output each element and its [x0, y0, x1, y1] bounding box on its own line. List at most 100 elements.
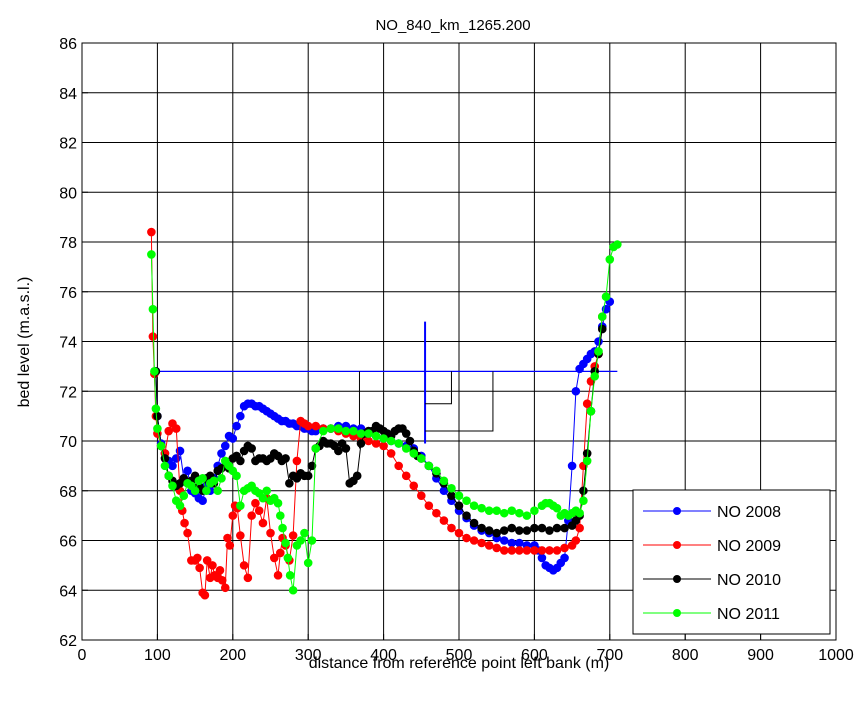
data-point [492, 528, 502, 538]
data-point [552, 523, 562, 533]
data-point [300, 528, 309, 538]
data-point [379, 441, 388, 451]
data-point [220, 583, 230, 593]
data-point [239, 561, 249, 570]
data-point [575, 508, 584, 518]
data-point [405, 436, 415, 446]
data-point [247, 511, 256, 520]
data-point [586, 406, 596, 416]
staff-line [425, 371, 452, 405]
data-point [454, 501, 464, 510]
data-point [499, 536, 509, 545]
data-point [530, 546, 539, 555]
data-point [303, 558, 313, 568]
data-point [195, 563, 204, 573]
data-point [160, 454, 170, 463]
data-point [153, 424, 162, 433]
data-point [597, 312, 607, 321]
y-tick-label: 68 [59, 484, 77, 501]
data-point [190, 486, 200, 496]
data-point [278, 523, 287, 533]
data-point [484, 541, 494, 550]
data-point [401, 444, 411, 453]
data-point [484, 506, 494, 515]
data-point [364, 436, 373, 446]
data-point [200, 590, 210, 600]
data-point [386, 436, 396, 446]
legend-box [632, 489, 831, 635]
chart-title: NO_840_km_1265.200 [375, 17, 530, 34]
data-point [151, 404, 161, 413]
data-point [202, 486, 211, 496]
x-tick-label: 900 [747, 647, 774, 664]
data-point [236, 501, 245, 510]
data-point [507, 506, 517, 515]
legend-label: NO 2008 [717, 504, 781, 521]
data-point [273, 571, 283, 580]
data-point [208, 561, 217, 570]
data-point [462, 533, 471, 543]
data-point [171, 454, 181, 463]
data-point [579, 486, 588, 496]
data-point [281, 538, 290, 548]
data-point [601, 292, 611, 302]
data-point [228, 511, 238, 520]
legend-marker [673, 609, 681, 617]
x-tick-label: 300 [295, 647, 322, 664]
data-point [217, 576, 227, 585]
data-point [356, 429, 366, 438]
y-tick-label: 74 [59, 335, 77, 352]
data-point [148, 332, 158, 341]
data-point [232, 471, 241, 481]
data-point [499, 546, 509, 555]
data-point [225, 541, 235, 550]
series-layer [147, 227, 622, 600]
data-point [454, 528, 464, 538]
data-point [522, 511, 532, 520]
data-point [183, 466, 192, 476]
data-point [180, 518, 189, 528]
x-axis-title: distance from reference point left bank … [309, 655, 610, 672]
data-point [202, 556, 212, 565]
data-point [236, 456, 245, 466]
x-tick-label: 600 [521, 647, 548, 664]
data-point [424, 501, 434, 510]
data-point [236, 531, 245, 540]
data-point [492, 543, 502, 553]
data-point [409, 481, 419, 491]
data-point [254, 506, 264, 515]
data-point [545, 546, 554, 555]
data-point [276, 511, 285, 520]
data-point [537, 523, 547, 533]
data-point [175, 501, 185, 510]
data-point [492, 506, 502, 515]
y-tick-label: 86 [59, 36, 77, 53]
data-point [507, 523, 517, 533]
y-tick-label: 70 [59, 434, 77, 451]
data-point [198, 496, 207, 506]
data-point [276, 548, 285, 558]
data-point [341, 426, 351, 436]
data-point [220, 441, 230, 451]
data-point [560, 523, 569, 533]
data-point [462, 496, 471, 506]
y-tick-label: 78 [59, 235, 77, 252]
legend-marker [673, 575, 681, 583]
data-point [522, 526, 532, 535]
data-point [303, 471, 313, 481]
data-point [409, 449, 419, 458]
data-point [560, 543, 569, 553]
data-point [307, 461, 317, 471]
data-point [258, 493, 268, 503]
data-point [243, 573, 253, 583]
data-point [613, 240, 622, 249]
data-point [545, 526, 554, 535]
data-point [164, 471, 174, 481]
axis-ticks: 0 100 200 300 400 500 600 700 800 900 1000 62 64 66 68… [59, 36, 854, 664]
data-point [311, 444, 321, 453]
legend: NO 2008 NO 2009 NO 2010 NO 2011 [632, 489, 831, 635]
y-tick-label: 64 [59, 583, 77, 600]
data-point [150, 367, 159, 376]
data-point [552, 546, 562, 555]
